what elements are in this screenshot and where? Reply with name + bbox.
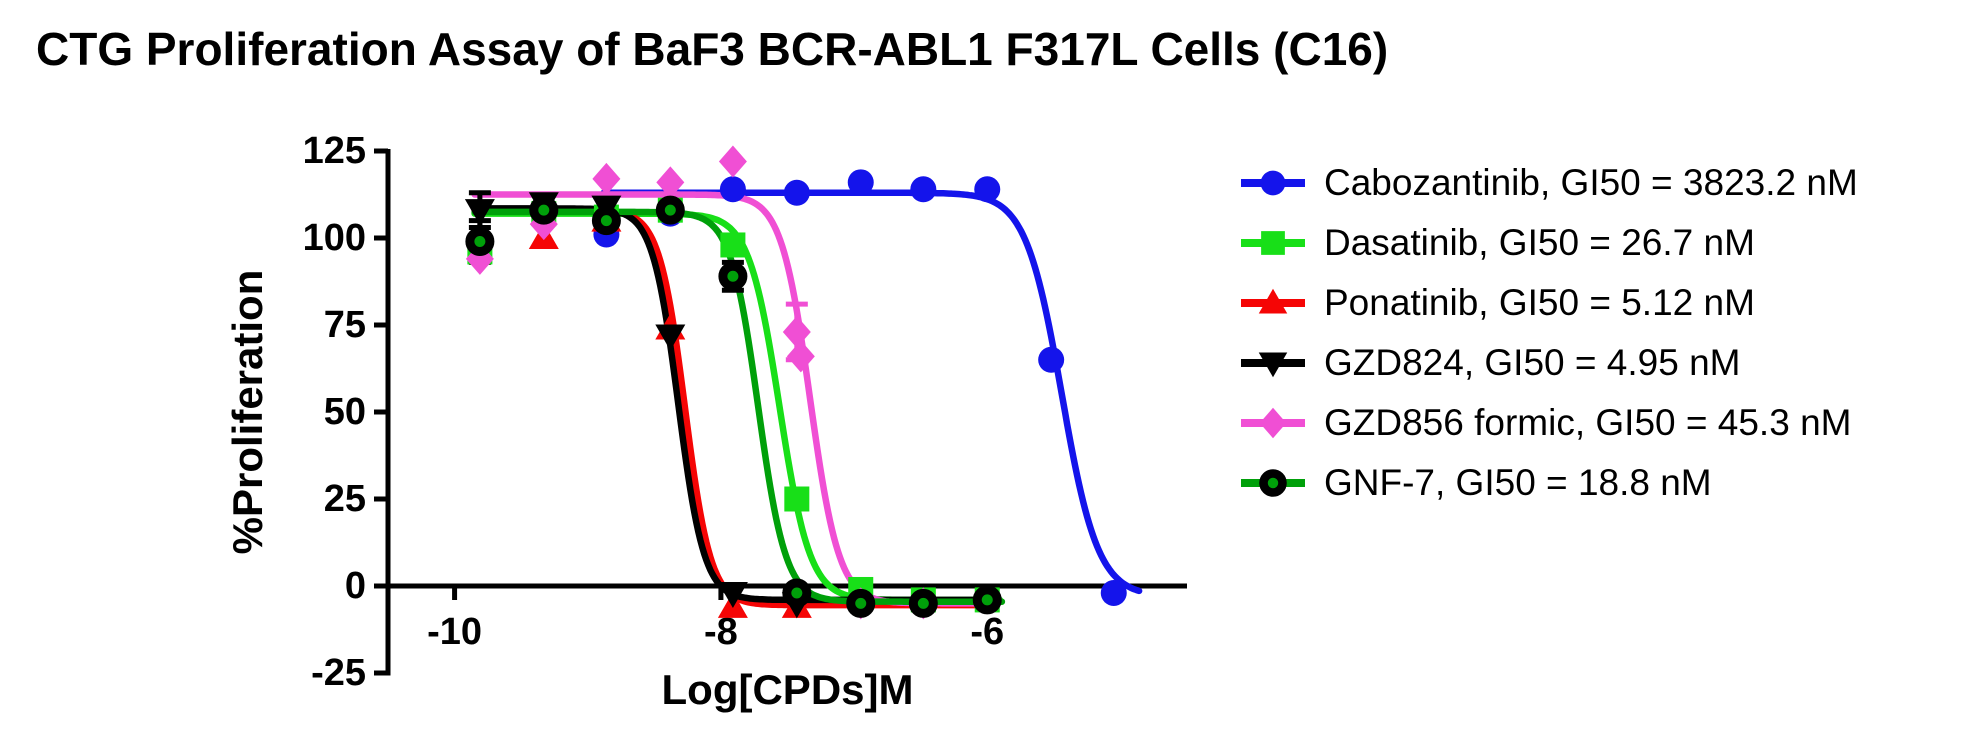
marker-gnf-7 <box>591 206 621 236</box>
marker-gzd856-formic <box>786 340 815 373</box>
legend: Cabozantinib, GI50 = 3823.2 nM Dasatinib,… <box>1238 153 1858 513</box>
x-tick-label: -10 <box>427 611 482 653</box>
x-axis-label: Log[CPDs]M <box>662 666 914 713</box>
marker-gzd824 <box>655 324 686 351</box>
marker-gnf-7 <box>908 588 938 618</box>
y-tick-label: 125 <box>303 130 366 172</box>
marker-gzd856-formic <box>592 162 621 195</box>
triangle-down-legend-icon <box>1241 352 1305 378</box>
diamond-legend-icon <box>1241 407 1305 439</box>
legend-label: GZD856 formic, GI50 = 45.3 nM <box>1324 402 1852 443</box>
marker-gnf-7 <box>465 226 495 256</box>
marker-gnf-7 <box>529 195 559 225</box>
marker-gnf-7 <box>718 261 748 291</box>
marker-gzd856-formic <box>656 166 685 199</box>
y-tick-label: 50 <box>324 391 366 433</box>
x-tick-label: -6 <box>970 611 1004 653</box>
marker-gzd824 <box>464 199 495 226</box>
marker-gzd824 <box>717 581 748 608</box>
marker-gzd856-formic <box>718 145 747 178</box>
legend-item-gzd856-formic: GZD856 formic, GI50 = 45.3 nM <box>1238 393 1858 453</box>
legend-item-cabozantinib: Cabozantinib, GI50 = 3823.2 nM <box>1238 153 1858 213</box>
marker-gzd824 <box>1258 352 1288 378</box>
y-tick-label: 75 <box>324 304 366 346</box>
legend-item-dasatinib: Dasatinib, GI50 = 26.7 nM <box>1238 213 1858 273</box>
marker-gnf-7 <box>846 588 876 618</box>
chart-title: CTG Proliferation Assay of BaF3 BCR-ABL1… <box>36 23 1389 75</box>
marker-gnf-7 <box>655 195 685 225</box>
circle-legend-icon <box>1241 170 1305 196</box>
marker-cabozantinib <box>847 169 874 196</box>
y-tick-label: 100 <box>303 217 366 259</box>
marker-cabozantinib <box>974 176 1001 203</box>
marker-gnf-7 <box>1259 469 1287 497</box>
marker-gnf-7 <box>782 578 812 608</box>
marker-cabozantinib <box>783 179 810 206</box>
marker-cabozantinib <box>1038 346 1065 373</box>
marker-cabozantinib <box>1100 579 1127 606</box>
legend-item-gzd824: GZD824, GI50 = 4.95 nM <box>1238 333 1858 393</box>
marker-cabozantinib <box>910 176 937 203</box>
triangle-up-legend-icon <box>1241 288 1305 314</box>
marker-ponatinib <box>1258 288 1288 314</box>
marker-dasatinib <box>784 486 810 512</box>
marker-gzd856-formic <box>1259 407 1287 439</box>
marker-dasatinib <box>720 232 746 258</box>
y-axis-label: %Proliferation <box>224 270 271 555</box>
marker-dasatinib <box>1261 231 1285 255</box>
legend-item-gnf-7: GNF-7, GI50 = 18.8 nM <box>1238 453 1858 513</box>
legend-label: GNF-7, GI50 = 18.8 nM <box>1324 462 1712 503</box>
legend-label: Ponatinib, GI50 = 5.12 nM <box>1324 282 1755 323</box>
marker-cabozantinib <box>1260 170 1286 196</box>
square-legend-icon <box>1241 231 1305 255</box>
y-tick-label: -25 <box>311 652 366 694</box>
marker-gzd856-formic <box>782 315 811 348</box>
y-tick-label: 25 <box>324 478 366 520</box>
legend-label: Dasatinib, GI50 = 26.7 nM <box>1324 222 1755 263</box>
legend-item-ponatinib: Ponatinib, GI50 = 5.12 nM <box>1238 273 1858 333</box>
donut-legend-icon <box>1241 469 1305 497</box>
legend-label: Cabozantinib, GI50 = 3823.2 nM <box>1324 162 1858 203</box>
marker-cabozantinib <box>719 176 746 203</box>
marker-gnf-7 <box>972 585 1002 615</box>
y-tick-label: 0 <box>345 565 366 607</box>
legend-label: GZD824, GI50 = 4.95 nM <box>1324 342 1741 383</box>
x-tick-label: -8 <box>704 611 738 653</box>
